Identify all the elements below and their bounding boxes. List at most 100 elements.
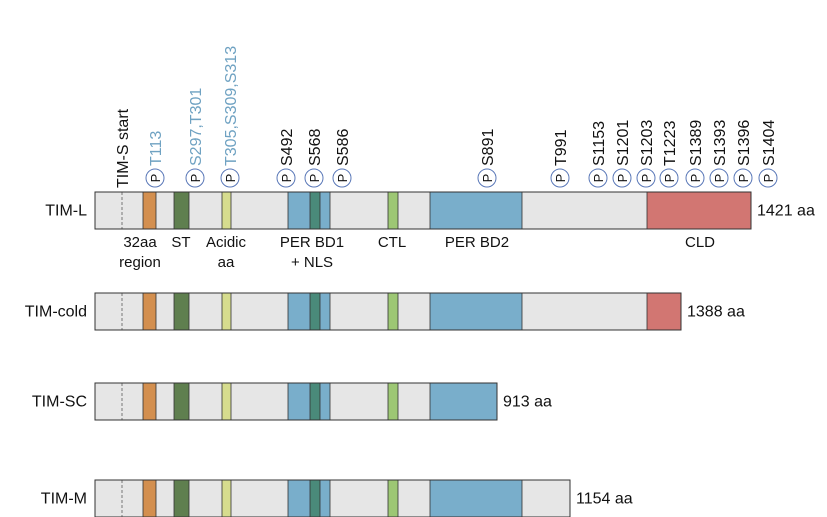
- phospho-symbol: P: [307, 174, 322, 183]
- phospho-symbol: P: [279, 174, 294, 183]
- phospho-circle: [758, 168, 778, 188]
- phospho-symbol: P: [639, 174, 654, 183]
- domain-label: PER BD1: [280, 234, 344, 251]
- domain: [429, 382, 498, 421]
- phospho-circle: [659, 168, 679, 188]
- phosphosite-label: T1223: [662, 121, 679, 166]
- domain: [429, 292, 523, 331]
- phospho-symbol: P: [688, 174, 703, 183]
- isoform-outline: [94, 191, 752, 230]
- phospho-circle: [636, 168, 656, 188]
- domain: [221, 292, 232, 331]
- domain-label: + NLS: [291, 254, 333, 271]
- isoform-name: TIM-M: [41, 491, 87, 508]
- domain: [429, 191, 523, 230]
- domain: [309, 191, 321, 230]
- domain-label: PER BD2: [445, 234, 509, 251]
- isoform-name: TIM-SC: [32, 394, 87, 411]
- phosphosite-label: S1153: [591, 121, 608, 166]
- phosphosite-label: S297,T301: [188, 88, 205, 166]
- phospho-symbol: P: [761, 174, 776, 183]
- phosphosite-label: S1396: [736, 120, 753, 166]
- domain: [309, 382, 321, 421]
- domain: [221, 479, 232, 517]
- phosphosite-label: T305,S309,S313: [223, 46, 240, 166]
- domain: [173, 382, 190, 421]
- phospho-circle: [276, 168, 296, 188]
- domain: [646, 191, 752, 230]
- domain: [309, 292, 321, 331]
- isoform-length: 1421 aa: [757, 203, 815, 220]
- domain: [309, 479, 321, 517]
- domain-label: ST: [171, 234, 190, 251]
- phospho-circle: [612, 168, 632, 188]
- domain: [142, 382, 157, 421]
- isoform-name: TIM-L: [45, 203, 87, 220]
- phospho-circle: [685, 168, 705, 188]
- phospho-symbol: P: [480, 174, 495, 183]
- isoform-outline: [94, 292, 682, 331]
- phosphosite-label: S492: [279, 129, 296, 166]
- domain: [287, 191, 331, 230]
- domain: [387, 191, 399, 230]
- phospho-circle: [477, 168, 497, 188]
- phospho-circle: [145, 168, 165, 188]
- phospho-symbol: P: [223, 174, 238, 183]
- domain: [287, 382, 331, 421]
- domain: [387, 292, 399, 331]
- domain: [173, 292, 190, 331]
- domain-label: Acidic: [206, 234, 247, 251]
- domain-label: aa: [218, 254, 235, 271]
- phospho-circle: [733, 168, 753, 188]
- isoform-bar: [95, 192, 751, 229]
- domain: [142, 479, 157, 517]
- phosphosite-label: S891: [480, 129, 497, 166]
- phospho-symbol: P: [188, 174, 203, 183]
- phosphosite-label: S1203: [639, 120, 656, 166]
- phosphosite-label: S1404: [761, 120, 778, 166]
- domain: [142, 292, 157, 331]
- domain-label: CTL: [378, 234, 406, 251]
- phosphosite-label: T113: [148, 131, 165, 166]
- isoform-length: 1388 aa: [687, 304, 745, 321]
- phosphosite-label: S1393: [712, 120, 729, 166]
- phosphosite-label: S586: [335, 129, 352, 166]
- domain-label: region: [119, 254, 161, 271]
- domain: [173, 479, 190, 517]
- domain: [429, 479, 523, 517]
- phospho-circle: [709, 168, 729, 188]
- phospho-circle: [304, 168, 324, 188]
- phospho-circle: [185, 168, 205, 188]
- phospho-symbol: P: [553, 174, 568, 183]
- phosphosite-label: S1389: [688, 120, 705, 166]
- isoform-name: TIM-cold: [25, 304, 87, 321]
- isoform-length: 1154 aa: [576, 491, 633, 508]
- phospho-symbol: P: [736, 174, 751, 183]
- phospho-symbol: P: [615, 174, 630, 183]
- phospho-symbol: P: [591, 174, 606, 183]
- phospho-circle: [588, 168, 608, 188]
- phospho-circle: [220, 168, 240, 188]
- phosphosite-label: S1201: [615, 120, 632, 166]
- phosphosite-label: S568: [307, 129, 324, 166]
- isoform-outline: [94, 479, 571, 517]
- phospho-circle: [332, 168, 352, 188]
- domain: [173, 191, 190, 230]
- phospho-symbol: P: [148, 174, 163, 183]
- phospho-symbol: P: [712, 174, 727, 183]
- domain: [387, 382, 399, 421]
- domain: [287, 479, 331, 517]
- domain: [221, 191, 232, 230]
- domain: [387, 479, 399, 517]
- phospho-symbol: P: [662, 174, 677, 183]
- tim-s-start-label: TIM-S start: [115, 108, 132, 188]
- domain: [646, 292, 682, 331]
- domain: [287, 292, 331, 331]
- domain: [221, 382, 232, 421]
- domain-label: CLD: [685, 234, 715, 251]
- domain: [142, 191, 157, 230]
- domain-label: 32aa: [123, 234, 157, 251]
- isoform-length: 913 aa: [503, 394, 552, 411]
- phospho-symbol: P: [335, 174, 350, 183]
